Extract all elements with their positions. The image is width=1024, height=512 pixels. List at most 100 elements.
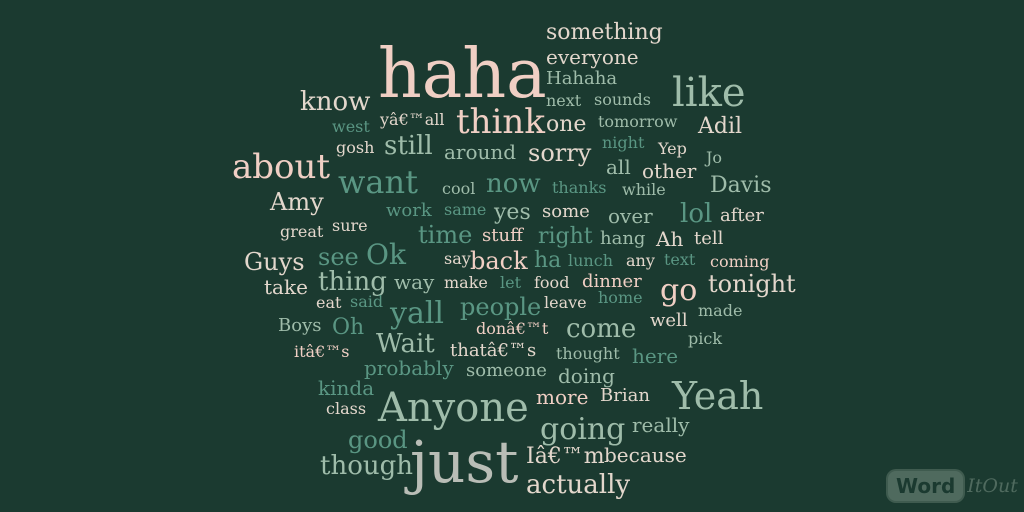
word-35: over: [608, 204, 653, 228]
word-42: right: [538, 224, 593, 249]
word-59: make: [444, 273, 488, 292]
word-0: something: [546, 20, 663, 45]
word-54: text: [664, 250, 696, 269]
word-24: want: [338, 163, 418, 201]
wordle-logo: Word ItOut: [888, 466, 1020, 506]
word-74: donâ€™t: [476, 319, 549, 338]
word-89: more: [536, 385, 589, 409]
word-80: thatâ€™s: [450, 340, 537, 361]
word-73: Oh: [332, 315, 365, 340]
word-55: coming: [710, 252, 770, 271]
word-17: sorry: [528, 139, 592, 167]
word-25: cool: [442, 179, 476, 198]
word-36: lol: [680, 199, 713, 229]
word-88: Anyone: [378, 385, 529, 431]
word-32: same: [444, 200, 487, 219]
word-53: any: [626, 251, 655, 270]
word-67: yall: [390, 296, 445, 331]
word-58: way: [394, 270, 435, 294]
word-12: Adil: [698, 114, 743, 139]
logo-it: It: [967, 475, 983, 497]
word-93: really: [632, 413, 690, 437]
word-97: because: [604, 443, 687, 467]
word-3: Hahaha: [546, 68, 618, 89]
word-50: back: [470, 247, 528, 275]
word-90: Brian: [600, 385, 650, 406]
word-27: thanks: [552, 178, 607, 197]
word-85: doing: [558, 364, 615, 388]
word-11: tomorrow: [598, 112, 678, 131]
word-95: just: [410, 428, 519, 496]
word-20: Jo: [706, 148, 723, 167]
word-34: some: [542, 201, 590, 222]
word-16: around: [444, 140, 517, 164]
word-68: people: [460, 293, 542, 321]
word-33: yes: [494, 200, 531, 225]
word-99: actually: [526, 470, 631, 500]
word-48: Ok: [366, 238, 406, 271]
word-44: Ah: [656, 227, 684, 251]
word-75: come: [566, 314, 637, 344]
word-96: Iâ€™m: [526, 444, 605, 469]
word-1: everyone: [546, 45, 639, 69]
word-29: Davis: [710, 173, 772, 198]
word-37: after: [720, 205, 764, 226]
word-4: like: [672, 70, 746, 116]
word-5: know: [300, 87, 371, 117]
word-62: dinner: [582, 271, 642, 292]
word-6: next: [546, 91, 582, 110]
word-14: gosh: [336, 138, 375, 157]
word-78: Wait: [376, 329, 435, 359]
word-52: lunch: [568, 251, 613, 270]
word-92: going: [540, 412, 626, 447]
word-64: tonight: [708, 270, 796, 298]
word-23: other: [642, 159, 697, 183]
word-40: time: [418, 221, 473, 249]
logo-it-out: ItOut: [967, 475, 1018, 497]
word-28: while: [622, 180, 666, 199]
word-82: here: [632, 344, 679, 368]
word-31: work: [386, 200, 432, 221]
logo-word: Word: [888, 471, 964, 501]
word-71: made: [698, 301, 743, 320]
word-91: Yeah: [672, 374, 764, 418]
word-60: let: [500, 273, 522, 292]
word-76: well: [650, 310, 688, 331]
word-38: great: [280, 222, 324, 241]
word-83: probably: [364, 356, 454, 380]
word-26: now: [486, 169, 541, 199]
word-46: Guys: [244, 248, 305, 276]
word-94: good: [348, 426, 408, 454]
word-47: see: [318, 243, 359, 271]
word-69: leave: [544, 293, 587, 312]
word-66: said: [350, 292, 384, 311]
word-9: think: [456, 102, 545, 142]
word-41: stuff: [482, 225, 523, 246]
word-7: sounds: [594, 90, 651, 109]
logo-out: Out: [982, 475, 1018, 497]
word-86: kinda: [318, 376, 375, 400]
word-72: Boys: [278, 315, 322, 336]
word-8: yâ€™all: [380, 110, 445, 129]
word-45: tell: [694, 228, 724, 249]
word-49: say: [444, 249, 471, 268]
word-79: itâ€™s: [294, 342, 350, 361]
word-87: class: [326, 399, 367, 418]
word-56: take: [264, 275, 308, 299]
word-63: go: [660, 273, 698, 308]
word-15: still: [384, 131, 433, 161]
word-57: thing: [318, 267, 387, 297]
word-19: Yep: [658, 139, 687, 158]
word-77: pick: [688, 329, 723, 348]
word-2: haha: [378, 35, 547, 114]
word-51: ha: [534, 248, 562, 273]
word-13: west: [332, 117, 370, 136]
word-10: one: [546, 112, 587, 137]
word-84: someone: [466, 360, 547, 381]
word-98: though: [320, 451, 413, 481]
word-81: thought: [556, 344, 620, 363]
word-18: night: [602, 133, 645, 152]
word-22: all: [606, 155, 631, 179]
word-65: eat: [316, 293, 342, 312]
